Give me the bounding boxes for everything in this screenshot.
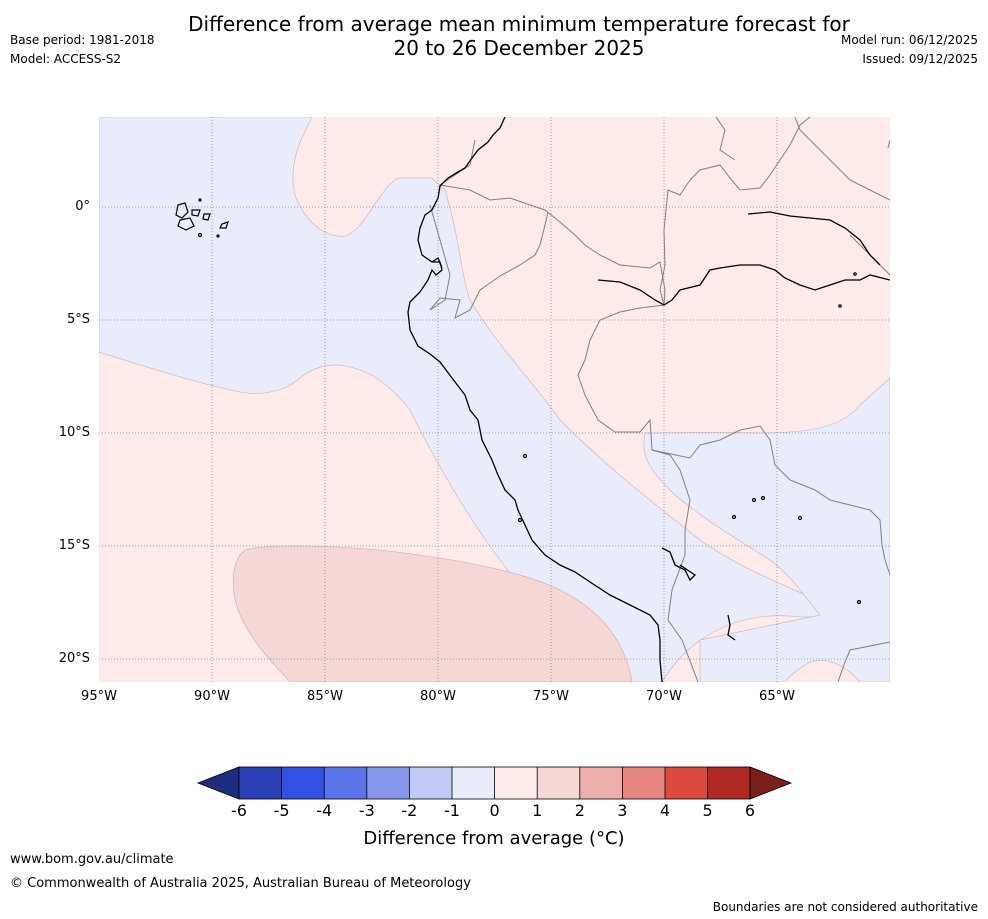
colorbar-tick: -5 — [273, 801, 290, 820]
lon-label-90w: 90°W — [194, 689, 230, 704]
base-period: Base period: 1981-2018 — [10, 33, 155, 47]
lon-label-65w: 65°W — [759, 689, 795, 704]
lon-label-75w: 75°W — [533, 689, 569, 704]
anomaly-region-1-to-2 — [233, 545, 633, 682]
galapagos-islands — [175, 198, 862, 605]
lat-label-10s: 10°S — [58, 425, 90, 440]
model-name: Model: ACCESS-S2 — [10, 52, 122, 66]
colorbar-tick: -3 — [358, 801, 375, 820]
lon-label-80w: 80°W — [420, 689, 456, 704]
model-run: Model run: 06/12/2025 — [840, 33, 978, 47]
title-line-2: 20 to 26 December 2025 — [393, 36, 645, 60]
lon-label-95w: 95°W — [81, 689, 117, 704]
colorbar-title: Difference from average (°C) — [363, 828, 625, 849]
colorbar-tick: 0 — [489, 801, 500, 820]
colorbar-tick: 5 — [702, 801, 713, 820]
colorbar-tick: 6 — [744, 801, 756, 820]
graticule — [99, 117, 890, 682]
coastline — [407, 117, 890, 682]
lon-label-70w: 70°W — [646, 689, 682, 704]
lat-label-0: 0° — [75, 199, 90, 214]
colorbar-tick: 1 — [532, 801, 543, 820]
country-borders — [429, 117, 890, 682]
issued-date: Issued: 09/12/2025 — [862, 52, 978, 66]
lat-label-20s: 20°S — [58, 651, 90, 666]
colorbar-tick: -6 — [231, 801, 247, 820]
colorbar-tick: 4 — [659, 801, 671, 820]
colorbar-tick: 3 — [617, 801, 628, 820]
colorbar-tick: 2 — [574, 801, 585, 820]
lon-label-85w: 85°W — [307, 689, 343, 704]
colorbar-tick: -2 — [401, 801, 418, 820]
lat-label-15s: 15°S — [58, 538, 90, 553]
footer-url[interactable]: www.bom.gov.au/climate — [10, 852, 174, 867]
title-line-1: Difference from average mean minimum tem… — [188, 12, 850, 36]
colorbar-tick: -4 — [316, 801, 333, 820]
anomaly-region-minus1-to-0-east — [643, 377, 890, 682]
footer-disclaimer: Boundaries are not considered authoritat… — [712, 900, 978, 914]
footer-copyright: © Commonwealth of Australia 2025, Austra… — [10, 876, 471, 891]
colorbar-tick: -1 — [444, 801, 460, 820]
lat-label-5s: 5°S — [66, 312, 90, 327]
page-title: Difference from average mean minimum tem… — [94, 12, 944, 60]
